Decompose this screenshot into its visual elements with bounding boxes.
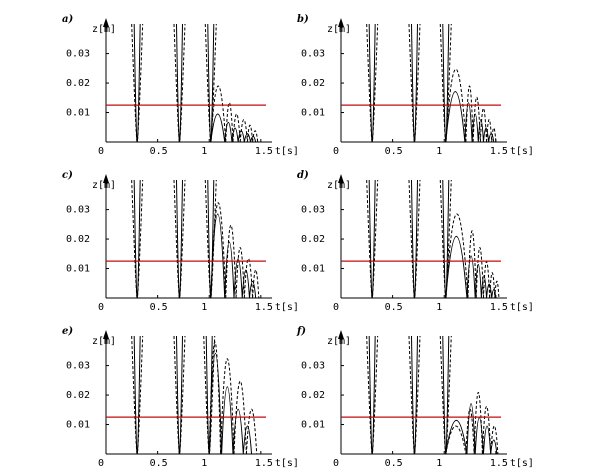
x-tick-label: 0.5 xyxy=(385,302,403,313)
y-axis-arrow xyxy=(103,18,109,27)
panel-b: b) z[m] 0 0.01 0.02 0.03 0.5 1 1.5 t[s] xyxy=(297,14,534,157)
x-tick-label: 1.5 xyxy=(255,146,273,157)
y-axis-label: z[m] xyxy=(92,180,116,191)
series-dashed xyxy=(131,23,259,143)
panel-e: e) z[m] 0 0.01 0.02 0.03 0.5 1 1.5 t[s] xyxy=(62,326,299,469)
y-tick-label: 0.02 xyxy=(66,234,90,245)
origin-label: 0 xyxy=(333,146,339,157)
x-axis-label: t[s] xyxy=(275,146,299,157)
panel-label: c) xyxy=(62,170,73,181)
panel-label: f) xyxy=(296,326,306,337)
panel-a: a) z[m] 0 0.01 0.02 0.03 0.5 1 1.5 t[s] xyxy=(62,14,299,157)
series-solid xyxy=(133,23,257,143)
panel-d: d) z[m] 0 0.01 0.02 0.03 0.5 1 1.5 t[s] xyxy=(297,170,534,313)
series-solid xyxy=(368,23,495,143)
y-axis-label: z[m] xyxy=(92,336,116,347)
y-tick-label: 0.01 xyxy=(66,264,90,275)
y-tick-label: 0.01 xyxy=(66,108,90,119)
series-dashed xyxy=(131,179,260,299)
origin-label: 0 xyxy=(98,146,104,157)
y-tick-label: 0.02 xyxy=(66,78,90,89)
y-axis-label: z[m] xyxy=(327,180,351,191)
x-tick-label: 0.5 xyxy=(150,146,168,157)
y-tick-label: 0.02 xyxy=(66,390,90,401)
y-tick-label: 0.03 xyxy=(66,49,90,60)
x-tick-label: 1 xyxy=(201,458,207,469)
x-tick-label: 1 xyxy=(436,302,442,313)
y-axis-label: z[m] xyxy=(327,24,351,35)
origin-label: 0 xyxy=(98,458,104,469)
y-tick-label: 0.02 xyxy=(301,390,325,401)
x-tick-label: 0.5 xyxy=(150,302,168,313)
y-tick-label: 0.02 xyxy=(301,234,325,245)
series-dashed xyxy=(366,179,500,299)
y-axis-arrow xyxy=(103,174,109,183)
x-axis-label: t[s] xyxy=(510,458,534,469)
x-tick-label: 0.5 xyxy=(385,146,403,157)
x-tick-label: 0.5 xyxy=(385,458,403,469)
y-axis-arrow xyxy=(338,330,344,339)
x-axis-label: t[s] xyxy=(510,146,534,157)
panel-f: f) z[m] 0 0.01 0.02 0.03 0.5 1 1.5 t[s] xyxy=(296,326,534,469)
panel-label: e) xyxy=(62,326,73,337)
x-axis-label: t[s] xyxy=(510,302,534,313)
panel-label: b) xyxy=(297,14,309,25)
series-dashed xyxy=(131,335,258,455)
y-axis-arrow xyxy=(103,330,109,339)
panel-c: c) z[m] 0 0.01 0.02 0.03 0.5 1 1.5 t[s] xyxy=(62,170,299,313)
series-dashed xyxy=(366,23,497,143)
y-axis-label: z[m] xyxy=(92,24,116,35)
y-tick-label: 0.03 xyxy=(301,361,325,372)
x-tick-label: 1.5 xyxy=(490,458,508,469)
origin-label: 0 xyxy=(333,458,339,469)
y-axis-arrow xyxy=(338,174,344,183)
x-tick-label: 1 xyxy=(201,146,207,157)
y-tick-label: 0.03 xyxy=(66,361,90,372)
y-tick-label: 0.01 xyxy=(301,420,325,431)
x-tick-label: 1 xyxy=(436,458,442,469)
y-tick-label: 0.01 xyxy=(301,108,325,119)
y-tick-label: 0.03 xyxy=(301,49,325,60)
series-solid xyxy=(368,335,498,455)
x-axis-label: t[s] xyxy=(275,458,299,469)
origin-label: 0 xyxy=(333,302,339,313)
origin-label: 0 xyxy=(98,302,104,313)
y-tick-label: 0.01 xyxy=(66,420,90,431)
y-tick-label: 0.03 xyxy=(301,205,325,216)
x-axis-label: t[s] xyxy=(275,302,299,313)
x-tick-label: 1.5 xyxy=(255,302,273,313)
series-dashed xyxy=(366,335,499,455)
series-solid xyxy=(133,335,253,455)
panel-label: d) xyxy=(297,170,309,181)
y-tick-label: 0.01 xyxy=(301,264,325,275)
series-solid xyxy=(368,179,497,299)
x-tick-label: 1 xyxy=(201,302,207,313)
x-tick-label: 1.5 xyxy=(490,302,508,313)
x-tick-label: 1.5 xyxy=(255,458,273,469)
y-axis-arrow xyxy=(338,18,344,27)
x-tick-label: 1.5 xyxy=(490,146,508,157)
x-tick-label: 1 xyxy=(436,146,442,157)
y-axis-label: z[m] xyxy=(327,336,351,347)
y-tick-label: 0.02 xyxy=(301,78,325,89)
panel-label: a) xyxy=(62,14,73,25)
series-solid xyxy=(133,179,257,299)
x-tick-label: 0.5 xyxy=(150,458,168,469)
y-tick-label: 0.03 xyxy=(66,205,90,216)
